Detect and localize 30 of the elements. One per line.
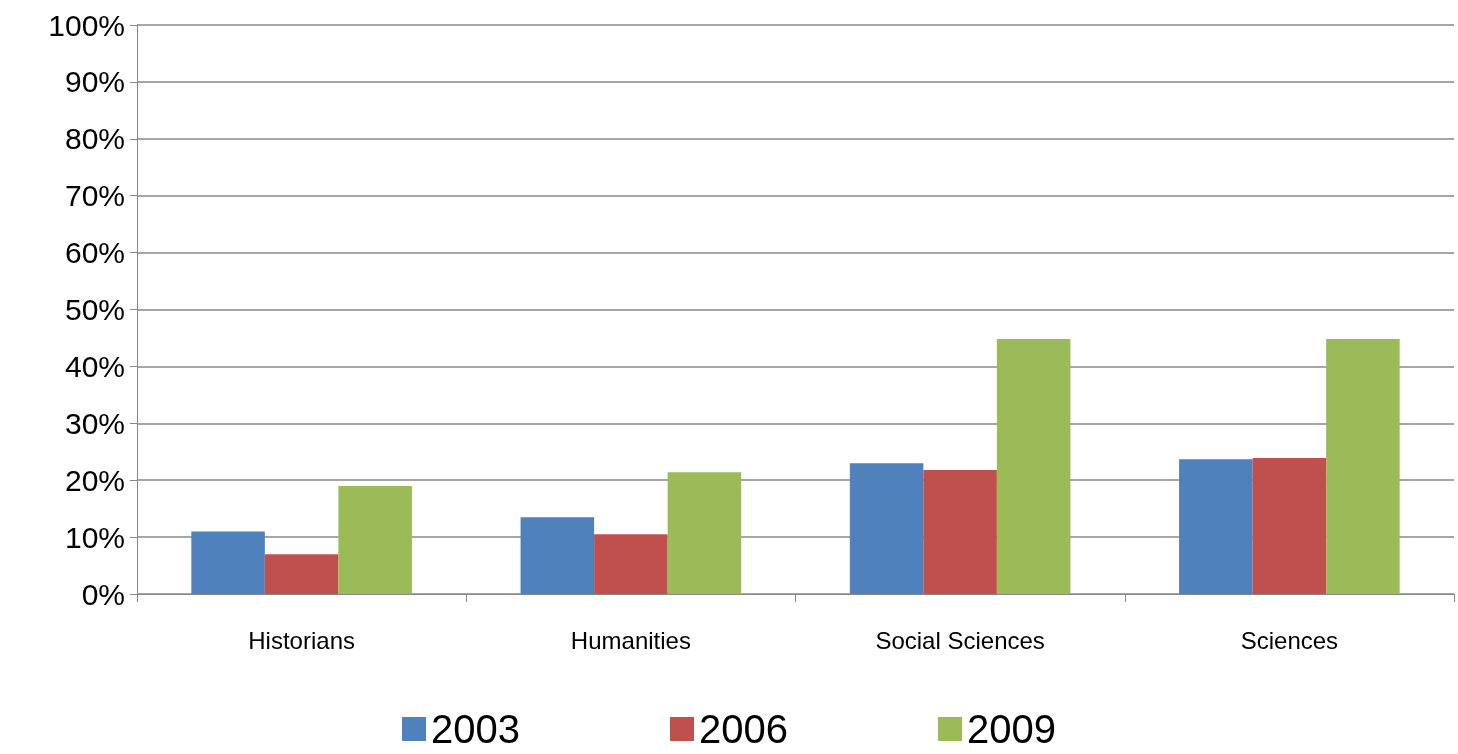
bar (996, 339, 1071, 594)
y-tick-label: 90% (64, 65, 125, 99)
bar (667, 472, 742, 594)
y-tick-label: 60% (64, 236, 125, 270)
y-tick-label: 10% (64, 520, 125, 554)
y-tick-label: 30% (64, 406, 125, 440)
bar (1326, 339, 1400, 594)
x-tick-label: Social Sciences (875, 626, 1045, 654)
bar (520, 517, 595, 594)
x-tick-label: Sciences (1240, 626, 1339, 654)
bar (923, 469, 997, 594)
bar (1179, 459, 1253, 594)
x-tick-label: Humanities (570, 626, 691, 654)
bar (264, 554, 339, 594)
legend-label: 2006 (699, 707, 788, 751)
y-tick-label: 40% (64, 349, 125, 383)
y-tick-label: 50% (64, 293, 125, 326)
y-tick-label: 100% (48, 8, 125, 42)
y-tick-label: 70% (64, 179, 125, 213)
bar (849, 463, 924, 594)
legend-label: 2003 (431, 707, 521, 751)
bar (1252, 458, 1327, 594)
bar (191, 531, 265, 594)
y-tick-label: 0% (81, 577, 125, 611)
legend-label: 2009 (966, 707, 1056, 751)
bar (338, 485, 412, 594)
x-tick-label: Historians (248, 626, 355, 654)
bar (594, 534, 668, 594)
y-tick-label: 20% (64, 463, 125, 497)
y-tick-label: 80% (64, 122, 125, 156)
